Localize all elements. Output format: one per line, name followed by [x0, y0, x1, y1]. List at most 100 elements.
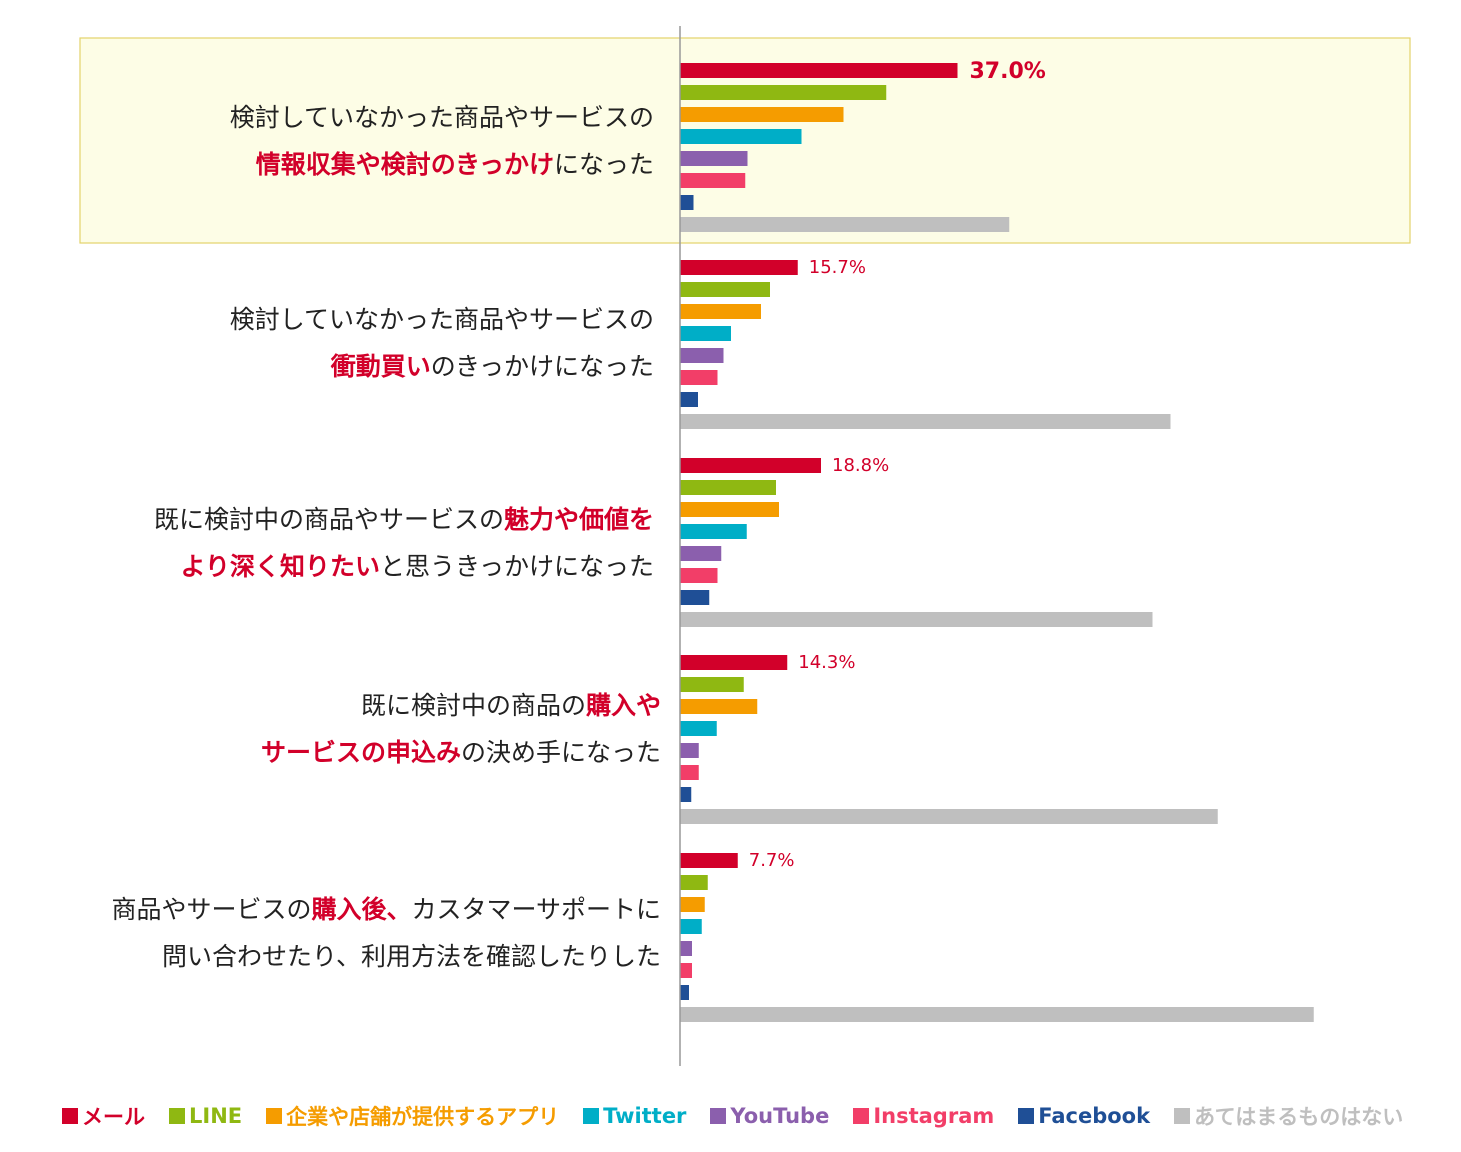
bar-4-3: [680, 743, 699, 758]
legend-swatch: [1174, 1108, 1191, 1124]
legend-label: YouTube: [730, 1104, 830, 1128]
highlight-text: より深く知りたい: [180, 552, 380, 581]
label-text: の決め手になった: [460, 738, 661, 767]
highlight-text: 購入後、: [311, 895, 412, 924]
category-label-line: 検討していなかった商品やサービスの: [230, 296, 654, 343]
category-label-line: 情報収集や検討のきっかけになった: [230, 141, 654, 188]
bar-6-0: [680, 195, 694, 210]
legend-swatch: [583, 1108, 600, 1124]
category-label-3: 既に検討中の商品の購入や サービスの申込みの決め手になった: [261, 682, 661, 776]
legend-item: Twitter: [583, 1104, 686, 1128]
bar-2-3: [680, 699, 758, 714]
bar-7-2: [680, 612, 1153, 627]
legend: メール LINE 企業や店舗が提供するアプリ Twitter YouTube Instag…: [62, 1101, 1427, 1131]
highlight-text: 購入や: [585, 691, 661, 720]
legend-item: あてはまるものはない: [1174, 1101, 1403, 1131]
bar-6-1: [680, 392, 698, 407]
bar-5-0: [680, 173, 746, 188]
legend-swatch: [710, 1108, 727, 1124]
category-label-line: より深く知りたいと思うきっかけになった: [154, 543, 654, 590]
category-label-line: 衝動買いのきっかけになった: [230, 343, 654, 390]
data-label-3: 14.3%: [798, 652, 855, 673]
bar-4-4: [680, 941, 692, 956]
category-label-line: 商品やサービスの購入後、カスタマーサポートに: [111, 886, 661, 933]
bar-5-1: [680, 370, 718, 385]
data-label-4: 7.7%: [749, 850, 795, 871]
label-text: 検討していなかった商品やサービスの: [229, 305, 654, 334]
label-text: と思うきっかけになった: [379, 552, 654, 581]
bar-0-0: [680, 63, 958, 78]
bar-5-4: [680, 963, 692, 978]
legend-item: Facebook: [1018, 1104, 1150, 1128]
legend-swatch: [853, 1108, 870, 1124]
label-text: 既に検討中の商品の: [360, 691, 586, 720]
bar-3-2: [680, 524, 747, 539]
bar-7-4: [680, 1007, 1314, 1022]
legend-item: 企業や店舗が提供するアプリ: [266, 1101, 559, 1131]
legend-label: Twitter: [603, 1104, 687, 1128]
bar-0-1: [680, 260, 798, 275]
legend-label: Instagram: [873, 1104, 995, 1128]
bar-4-1: [680, 348, 724, 363]
legend-swatch: [266, 1108, 283, 1124]
category-label-1: 検討していなかった商品やサービスの衝動買いのきっかけになった: [230, 296, 654, 390]
category-label-line: 既に検討中の商品の購入や: [261, 682, 661, 729]
bar-3-0: [680, 129, 802, 144]
category-label-line: 既に検討中の商品やサービスの魅力や価値を: [154, 496, 654, 543]
label-text: カスタマーサポートに: [411, 895, 661, 924]
highlight-text: サービスの申込み: [260, 738, 461, 767]
legend-item: メール: [62, 1101, 145, 1131]
bar-2-4: [680, 897, 705, 912]
bar-0-2: [680, 458, 821, 473]
bar-6-4: [680, 985, 689, 1000]
category-label-line: 検討していなかった商品やサービスの: [230, 94, 654, 141]
bar-7-3: [680, 809, 1218, 824]
legend-item: LINE: [169, 1104, 242, 1128]
bar-1-0: [680, 85, 887, 100]
bar-1-2: [680, 480, 776, 495]
bar-3-1: [680, 326, 731, 341]
legend-item: Instagram: [853, 1104, 994, 1128]
highlight-text: 衝動買い: [330, 352, 431, 381]
label-text: になった: [553, 150, 654, 179]
legend-label: 企業や店舗が提供するアプリ: [286, 1105, 560, 1129]
category-label-line: 問い合わせたり、利用方法を確認したりした: [111, 933, 661, 980]
bar-1-3: [680, 677, 744, 692]
highlight-text: 魅力や価値を: [503, 505, 654, 534]
bar-0-3: [680, 655, 788, 670]
bar-1-4: [680, 875, 708, 890]
bar-7-0: [680, 217, 1010, 232]
legend-item: YouTube: [710, 1104, 829, 1128]
legend-label: あてはまるものはない: [1194, 1105, 1404, 1129]
data-label-0: 37.0%: [970, 59, 1046, 84]
bar-7-1: [680, 414, 1171, 429]
bar-4-0: [680, 151, 748, 166]
category-label-2: 既に検討中の商品やサービスの魅力や価値を より深く知りたいと思うきっかけになった: [154, 496, 654, 590]
highlight-text: 情報収集や検討のきっかけ: [255, 150, 554, 179]
bar-6-3: [680, 787, 692, 802]
legend-label: LINE: [189, 1104, 243, 1128]
category-label-line: サービスの申込みの決め手になった: [261, 729, 661, 776]
bar-1-1: [680, 282, 770, 297]
label-text: 商品やサービスの: [111, 895, 312, 924]
bar-5-2: [680, 568, 718, 583]
data-label-1: 15.7%: [809, 257, 866, 278]
bar-3-3: [680, 721, 717, 736]
bar-6-2: [680, 590, 710, 605]
category-label-0: 検討していなかった商品やサービスの情報収集や検討のきっかけになった: [230, 94, 654, 188]
bar-5-3: [680, 765, 699, 780]
legend-label: Facebook: [1038, 1104, 1151, 1128]
legend-label: メール: [82, 1105, 145, 1129]
legend-swatch: [1018, 1108, 1035, 1124]
bar-0-4: [680, 853, 738, 868]
bar-2-1: [680, 304, 761, 319]
label-text: 既に検討中の商品やサービスの: [153, 505, 504, 534]
legend-swatch: [62, 1108, 78, 1124]
label-text: のきっかけになった: [430, 352, 654, 381]
bar-2-0: [680, 107, 844, 122]
data-label-2: 18.8%: [832, 455, 889, 476]
label-text: 問い合わせたり、利用方法を確認したりした: [161, 942, 661, 971]
bar-2-2: [680, 502, 779, 517]
label-text: 検討していなかった商品やサービスの: [229, 103, 654, 132]
